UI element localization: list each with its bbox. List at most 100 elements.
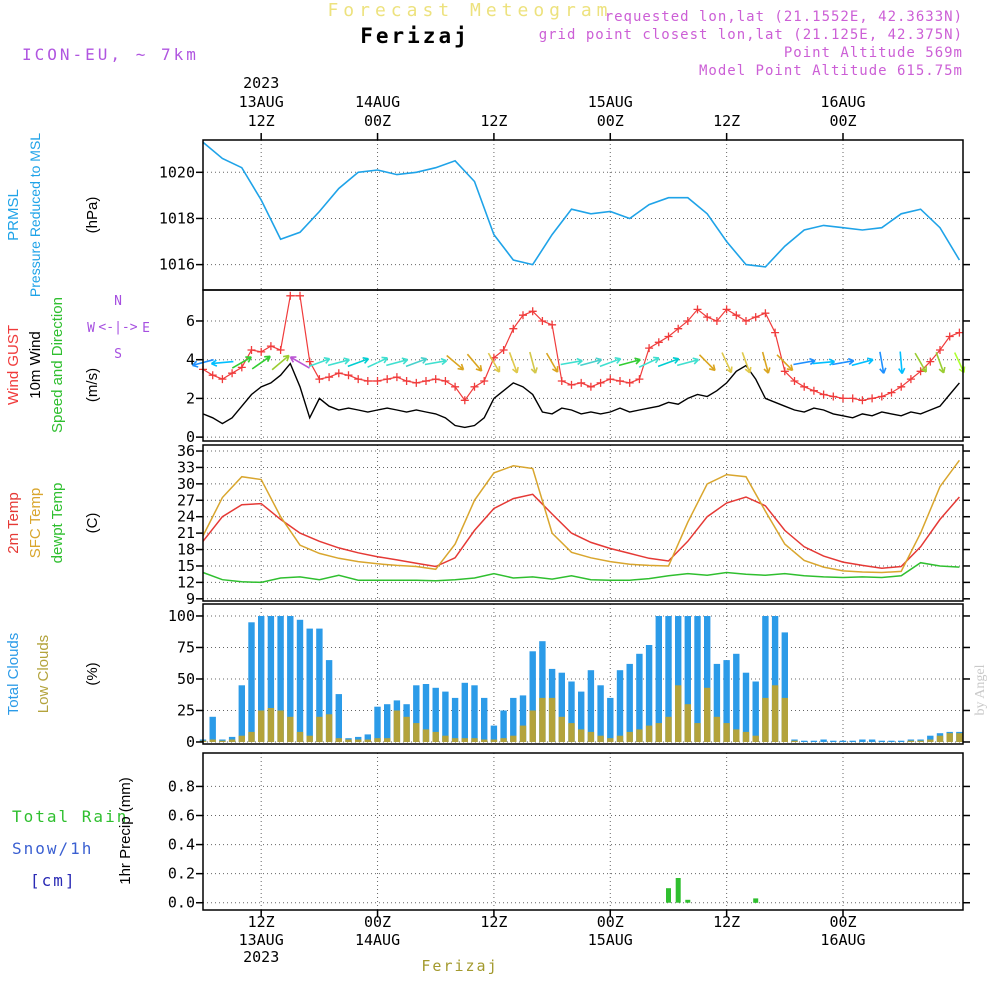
low-clouds-bar [519, 725, 527, 742]
y-tick-label: 6 [186, 312, 195, 330]
low-clouds-bar [306, 735, 313, 742]
wind-arrow-icon [812, 358, 836, 366]
total-clouds-bar [306, 628, 313, 742]
watermark: by Angel [973, 664, 988, 715]
total-clouds-bar [500, 710, 507, 742]
total-clouds-bar [675, 616, 682, 742]
gust-marker-icon [722, 305, 731, 314]
wind-arrow-icon [487, 352, 501, 373]
gust-marker-icon [228, 369, 237, 378]
gust-marker-icon [480, 377, 489, 385]
total-clouds-bar [762, 616, 769, 742]
wind-arrow-icon [721, 352, 733, 374]
x-tick-date-label: 15AUG [588, 931, 633, 949]
gust-marker-icon [790, 377, 799, 385]
wind-arrow-icon [367, 356, 389, 368]
low-clouds-bar [694, 723, 701, 742]
low-clouds-bar [451, 738, 459, 742]
gust-marker-icon [422, 377, 430, 385]
y-tick-label: 0 [186, 733, 195, 751]
low-clouds-bar [471, 738, 478, 742]
low-clouds-bar [733, 729, 740, 742]
x-tick-time-label: 00Z [829, 112, 856, 130]
series-layer [191, 141, 966, 903]
y-tick-label: 12 [177, 573, 195, 591]
y-tick-label: 0.0 [168, 894, 195, 912]
wind-arrow-icon [271, 354, 290, 371]
pressure-long-label: Pressure Reduced to MSL [27, 133, 43, 297]
low-clouds-bar [228, 739, 236, 742]
gust-marker-icon [431, 375, 440, 384]
gust-marker-icon [218, 375, 227, 384]
gust-marker-icon [451, 382, 460, 391]
total-clouds-bar [432, 687, 439, 742]
low-clouds-bar [684, 704, 691, 742]
gust-marker-icon [936, 346, 944, 354]
gust-marker-icon [567, 380, 576, 389]
x-tick-date-label: 14AUG [355, 931, 400, 949]
low-clouds-bar [296, 731, 304, 742]
low-clouds-bar [539, 697, 546, 742]
x-tick-time-label: 00Z [597, 112, 624, 130]
total-clouds-bar [801, 740, 808, 742]
gust-marker-icon [955, 328, 964, 337]
low-clouds-bar [384, 738, 391, 742]
total-clouds-bar [868, 739, 876, 742]
y-tick-label: 2 [186, 389, 195, 407]
total-clouds-bar [258, 616, 265, 742]
total-clouds-bar [888, 740, 895, 742]
total-clouds-bar [316, 628, 323, 742]
gust-marker-icon [858, 396, 867, 405]
low-clouds-bar [704, 687, 711, 742]
station-title: Ferizaj [360, 24, 470, 48]
low-clouds-bar [335, 738, 342, 742]
compass-west-label: W [87, 321, 95, 336]
wind-arrow-icon [580, 357, 603, 367]
low-clouds-bar [791, 740, 798, 742]
total-rain-label: Total Rain [12, 807, 128, 826]
gust-marker-icon [839, 394, 847, 403]
y-tick-label: 1018 [159, 209, 195, 227]
y-tick-label: 25 [177, 701, 195, 719]
wind-arrow-icon [657, 357, 680, 368]
point-altitude-label: Point Altitude 569m [784, 45, 963, 61]
y-tick-label: 0.2 [168, 865, 195, 883]
gust-marker-icon [606, 375, 615, 384]
total-clouds-bar [529, 651, 536, 742]
gust-marker-icon [373, 377, 382, 385]
low-clouds-bar [762, 697, 769, 742]
gust-marker-icon [625, 378, 634, 387]
low-clouds-bar [500, 738, 507, 742]
low-clouds-bar [675, 685, 682, 742]
gust-marker-icon [344, 371, 353, 380]
gust-marker-icon [742, 317, 750, 325]
gust-marker-icon [237, 363, 246, 372]
total-clouds-bar [694, 616, 701, 742]
wind-arrow-icon [676, 357, 700, 367]
gust-marker-icon [771, 328, 780, 337]
total-clouds-label: Total Clouds [5, 633, 22, 716]
y-tick-label: 1020 [159, 163, 195, 181]
total-clouds-bar [578, 691, 585, 742]
wind-arrow-icon [327, 357, 350, 367]
requested-coords-label: requested lon,lat (21.1552E, 42.3633N) [605, 9, 963, 25]
total-clouds-bar [655, 616, 662, 742]
x-tick-time-label: 00Z [829, 913, 856, 931]
y-tick-label: 0.8 [168, 777, 195, 795]
gust-marker-icon [703, 313, 712, 322]
low-clouds-bar [267, 708, 275, 742]
wind-arrow-icon [914, 352, 927, 373]
gust-marker-icon [296, 291, 304, 300]
total-clouds-bar [228, 736, 236, 742]
low-clouds-bar [403, 716, 410, 742]
temp-dewpt-label: dewpt Temp [49, 483, 66, 564]
total-clouds-bar [442, 691, 449, 742]
low-clouds-bar [248, 731, 255, 742]
low-clouds-bar [481, 739, 488, 742]
gust-marker-icon [538, 317, 547, 325]
gust-marker-icon [548, 320, 557, 329]
y-tick-label: 27 [177, 491, 195, 509]
gust-marker-icon [926, 357, 935, 366]
low-clouds-bar [277, 710, 284, 742]
total-clouds-bar [665, 616, 672, 742]
